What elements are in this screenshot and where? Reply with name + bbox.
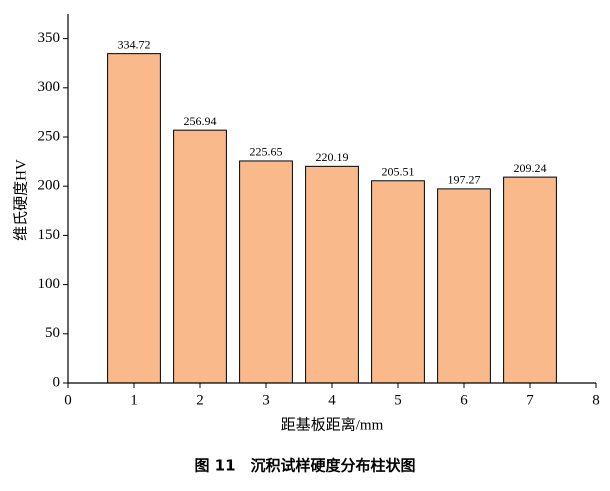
x-tick-label: 7 [526, 392, 534, 408]
caption: 图 11 沉积试样硬度分布柱状图 [194, 457, 415, 475]
x-axis-title: 距基板距离/mm [281, 415, 384, 433]
y-tick-label: 250 [38, 128, 61, 144]
data-label: 256.94 [184, 114, 217, 128]
data-label: 220.19 [316, 150, 349, 164]
data-label: 225.65 [250, 145, 283, 159]
y-tick-label: 0 [53, 374, 61, 390]
data-label: 209.24 [514, 161, 547, 175]
x-tick-label: 4 [328, 392, 336, 408]
bar [173, 129, 227, 384]
y-tick-label: 350 [38, 30, 61, 46]
bar [239, 160, 293, 384]
y-tick-label: 300 [38, 79, 61, 95]
bar [503, 176, 557, 384]
bar [437, 188, 491, 384]
x-tick-label: 3 [262, 392, 270, 408]
x-tick-label: 5 [394, 392, 402, 408]
y-tick-label: 150 [38, 227, 61, 243]
y-tick-label: 50 [45, 325, 60, 341]
x-tick-label: 6 [460, 392, 468, 408]
x-tick-label: 1 [130, 392, 138, 408]
y-axis-title: 维氏硬度HV [12, 159, 29, 241]
data-label: 205.51 [382, 165, 415, 179]
bar [107, 53, 161, 384]
y-tick-label: 200 [38, 178, 61, 194]
bar [305, 165, 359, 384]
x-tick-label: 8 [592, 392, 600, 408]
data-label: 197.27 [448, 173, 481, 187]
x-tick-label: 2 [196, 392, 204, 408]
bar [371, 180, 425, 384]
y-tick-label: 100 [38, 276, 61, 292]
x-tick-label: 0 [64, 392, 72, 408]
data-label: 334.72 [118, 37, 151, 51]
